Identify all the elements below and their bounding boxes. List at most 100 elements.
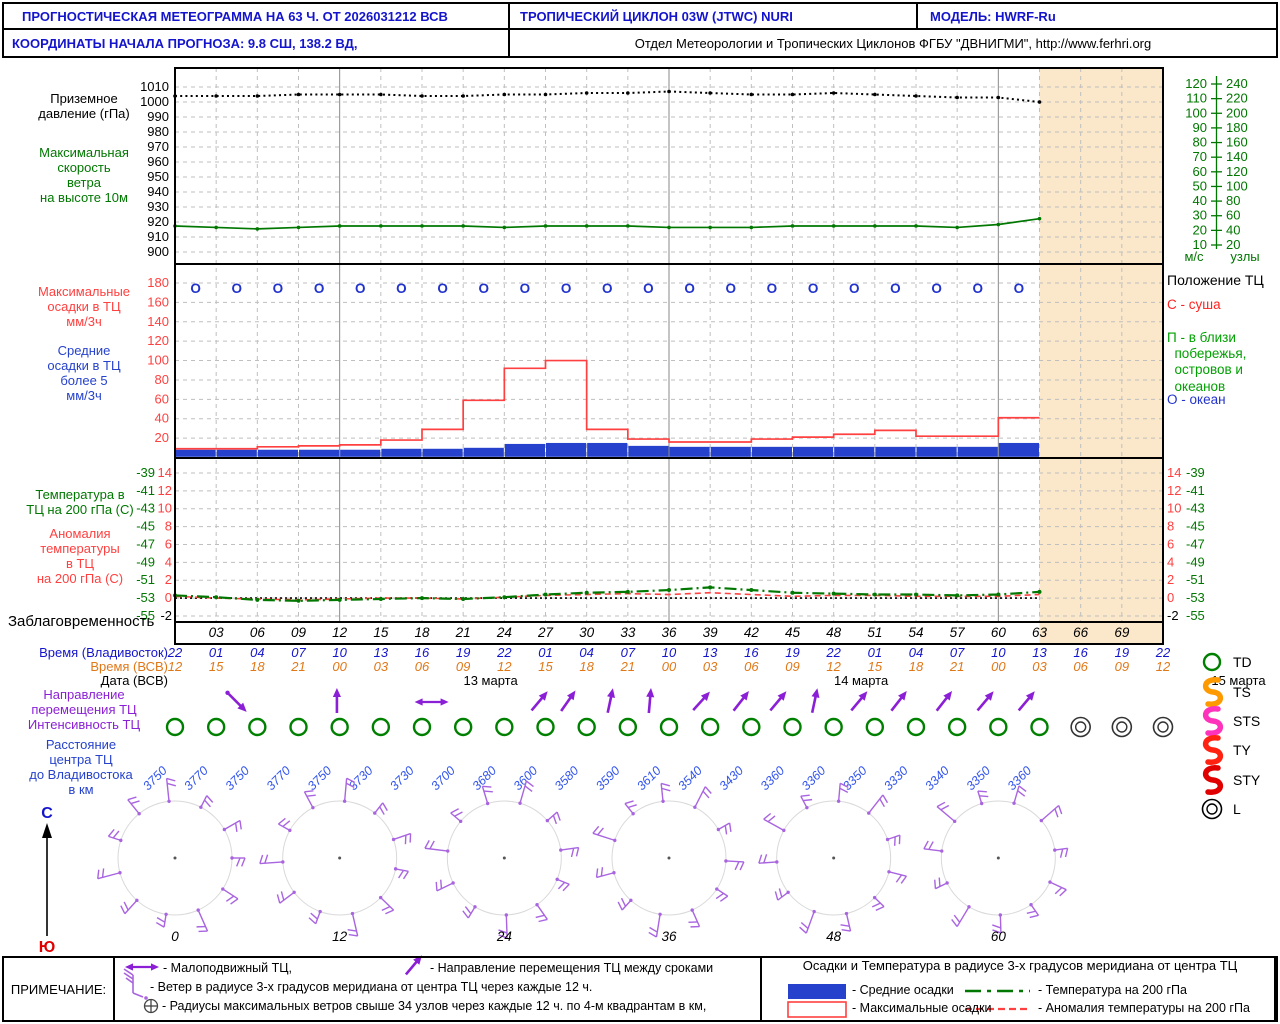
vladivostok-time-value: 22 (496, 645, 512, 660)
temp-200hpa-series (173, 585, 1042, 603)
wind-axis-title: Максимальная скорость ветра на высоте 10… (39, 145, 129, 205)
units-knots-label: узлы (1230, 249, 1259, 264)
tc-position-marker-ocean: О (808, 281, 819, 296)
lead-time-value: 36 (661, 625, 677, 640)
lead-time-value: 63 (1032, 625, 1048, 640)
tc-position-marker-ocean: О (314, 281, 325, 296)
distance-value: 3730 (387, 764, 417, 794)
tc-position-coast: П - в близи побережья, островов и океано… (1167, 330, 1247, 394)
wind-ms-tick: 10 (1193, 237, 1207, 252)
utc-time-value: 18 (909, 659, 924, 674)
distance-to-vladivostok-row: 3750 3770 3750 3770 3750 3730 3730 3700 3680 3600… (140, 764, 1034, 794)
vladivostok-time-value: 19 (456, 645, 470, 660)
temp-tick-right: -45 (1186, 519, 1205, 534)
time-axis-rows: 03 06 09 12 15 18 21 24 27 30 33 36 39 42 45 48 51 54 57 60… (167, 625, 1267, 688)
date-row-label: Дата (ВСВ) (100, 673, 168, 688)
tc-position-marker-ocean: О (437, 281, 448, 296)
precip-tick: 20 (155, 430, 169, 445)
vladivostok-time-value: 10 (332, 645, 347, 660)
intensity-td-symbol (412, 717, 432, 737)
axis-tick-labels: 1010100099098097096095094093092091090012… (136, 75, 1260, 623)
legend-anomaly-label: - Аномалия температуры на 200 гПа (1038, 1001, 1250, 1015)
tc-position-marker-ocean: О (602, 281, 613, 296)
avg-precip-axis-title: Средние осадки в ТЦ более 5 мм/3ч (47, 343, 121, 403)
anomaly-axis-title: Аномалия температуры в ТЦ на 200 гПа (С) (36, 526, 124, 586)
anomaly-tick-right: 8 (1167, 519, 1174, 534)
units-ms-label: м/с (1184, 249, 1204, 264)
temp-tick-right: -47 (1186, 536, 1205, 551)
tc-position-marker-ocean: О (231, 281, 242, 296)
distance-value: 3340 (922, 764, 952, 794)
lead-time-value: 57 (950, 625, 966, 640)
utc-time-value: 12 (826, 659, 841, 674)
distance-value: 3750 (305, 764, 335, 794)
intensity-td-symbol (165, 717, 185, 737)
lead-time-value: 69 (1114, 625, 1130, 640)
anomaly-tick-left: 4 (165, 554, 172, 569)
tc-position-marker-ocean: О (478, 281, 489, 296)
max-precip-step (175, 359, 1040, 450)
utc-time-value: 03 (703, 659, 718, 674)
distance-value: 3330 (881, 764, 911, 794)
pressure-tick: 900 (147, 244, 169, 259)
lead-time-value: 15 (373, 625, 389, 640)
distance-value: 3600 (511, 764, 541, 794)
intensity-td-symbol (206, 717, 226, 737)
intensity-td-symbol (989, 717, 1008, 737)
beyond-63h-shade (1039, 68, 1163, 644)
temp-tick-right: -55 (1186, 608, 1205, 623)
note-stationary-text: - Малоподвижный ТЦ, (163, 961, 292, 975)
wind-ms-tick: 110 (1186, 91, 1207, 106)
tc-position-marker-ocean: О (931, 281, 942, 296)
forecast-start-coords: КООРДИНАТЫ НАЧАЛА ПРОГНОЗА: 9.8 СШ, 138.… (12, 35, 358, 51)
distance-value: 3590 (593, 764, 623, 794)
vladivostok-time-value: 10 (991, 645, 1006, 660)
distance-value: 3770 (264, 764, 294, 794)
wind-ms-tick: 60 (1193, 164, 1207, 179)
intensity-td-symbol (618, 717, 638, 737)
wind-ms-tick: 80 (1193, 135, 1207, 150)
utc-time-label: Время (ВСВ) (90, 659, 168, 674)
header-cyclone-cell: ТРОПИЧЕСКИЙ ЦИКЛОН 03W (JTWC) NURI (508, 2, 918, 30)
lead-time-value: 03 (209, 625, 225, 640)
note-radii-text: - Радиусы максимальных ветров свыше 34 у… (162, 999, 707, 1013)
rose-hour-label: 0 (171, 929, 179, 944)
page-title: ПРОГНОСТИЧЕСКАЯ МЕТЕОГРАММА НА 63 Ч. ОТ … (22, 8, 448, 24)
gridlines (175, 68, 1163, 622)
tc-position-title: Положение ТЦ (1167, 272, 1264, 288)
lead-time-value: 60 (991, 625, 1007, 640)
intensity-legend-code: TS (1233, 684, 1251, 700)
wind-knots-tick: 60 (1226, 208, 1240, 223)
distance-row-label: Расстояние центра ТЦ до Владивостока в к… (29, 737, 133, 797)
vladivostok-time-value: 16 (415, 645, 430, 660)
utc-time-value: 00 (991, 659, 1006, 674)
lead-time-value: 12 (332, 625, 348, 640)
compass: СЮ (39, 805, 56, 956)
tc-direction-arrows (225, 688, 1035, 714)
lead-time-value: 66 (1073, 625, 1089, 640)
wind-ms-tick: 50 (1193, 178, 1207, 193)
intensity-td-symbol (248, 717, 267, 737)
distance-value: 3540 (675, 764, 705, 794)
compass-north-label: С (41, 805, 53, 822)
utc-time-value: 09 (456, 659, 470, 674)
max-wind-series (173, 216, 1042, 231)
vladivostok-time-value: 22 (825, 645, 841, 660)
anomaly-tick-right: 0 (1167, 590, 1174, 605)
tc-position-marker-ocean: О (725, 281, 736, 296)
anomaly-tick-left: 0 (165, 590, 172, 605)
lead-time-value: 30 (579, 625, 595, 640)
organization-credit: Отдел Метеорологии и Тропических Циклоно… (634, 35, 1152, 51)
distance-value: 3360 (799, 764, 829, 794)
pressure-tick: 910 (147, 229, 169, 244)
intensity-td-symbol (371, 717, 391, 737)
wind-ms-tick: 90 (1193, 120, 1207, 135)
intensity-legend-code: STS (1233, 713, 1260, 729)
rose-hour-label: 12 (332, 929, 348, 944)
intensity-legend-code: STY (1233, 772, 1261, 788)
rose-hour-label: 36 (661, 929, 677, 944)
intensity-td-symbol (577, 717, 596, 737)
utc-time-value: 03 (1032, 659, 1047, 674)
intensity-legend-code: TY (1233, 742, 1252, 758)
header-org-cell: Отдел Метеорологии и Тропических Циклоно… (508, 28, 1278, 58)
